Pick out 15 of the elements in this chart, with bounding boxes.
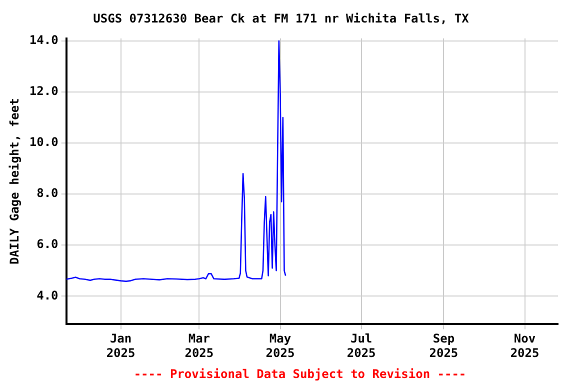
y-tick-label: 12.0 bbox=[29, 84, 58, 98]
x-tick-label: Sep 2025 bbox=[429, 332, 458, 360]
x-tick-label: Mar 2025 bbox=[184, 332, 214, 360]
y-tick-label: 6.0 bbox=[36, 237, 58, 252]
y-tick-label: 10.0 bbox=[29, 135, 58, 150]
x-tick-label: May 2025 bbox=[266, 332, 295, 360]
y-axis-title: DAILY Gage height, feet bbox=[7, 98, 22, 264]
y-tick-label: 8.0 bbox=[36, 186, 58, 200]
x-tick-label: Jan 2025 bbox=[106, 332, 136, 360]
y-tick-label: 4.0 bbox=[36, 288, 58, 302]
y-tick-label: 14.0 bbox=[29, 33, 58, 48]
x-tick-label: Nov 2025 bbox=[510, 332, 540, 360]
chart-title: USGS 07312630 Bear Ck at FM 171 nr Wichita Falls, TX bbox=[93, 11, 470, 26]
x-tick-label: Jul 2025 bbox=[346, 332, 376, 360]
text: ---- Provisional Data Subject to Revision ---- bbox=[134, 367, 466, 382]
